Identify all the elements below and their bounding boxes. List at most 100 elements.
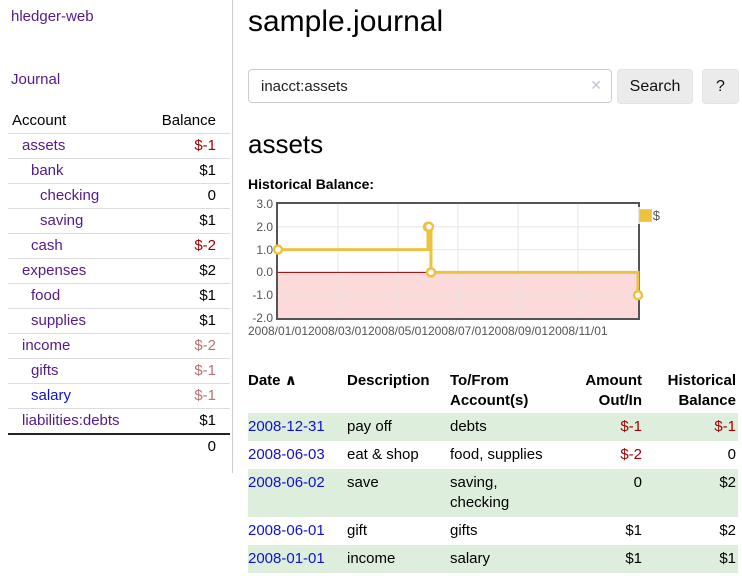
account-row: income $-2 — [8, 333, 230, 359]
transaction-row: 2008-12-31 pay off debts $-1 $-1 — [248, 413, 738, 441]
transaction-row: 2008-01-01 income salary $1 $1 — [248, 545, 738, 573]
account-link[interactable]: income — [22, 337, 71, 354]
y-axis-tick-label: 3.0 — [256, 197, 273, 211]
accounts-column-header: To/From Account(s) — [450, 372, 529, 409]
balance-chart[interactable]: $ 3.0 2.0 1.0 0.0 -1.0 -2.0 2008/01/01 2008/03/… — [247, 197, 668, 344]
main-content: sample.journal ✕ Search ? assets Histori… — [248, 0, 742, 573]
account-balance: $-2 — [145, 233, 230, 259]
account-link[interactable]: liabilities:debts — [22, 412, 120, 429]
account-row: liabilities:debts $1 — [8, 408, 230, 434]
account-balance: $1 — [145, 408, 230, 434]
transaction-balance: $2 — [719, 522, 736, 539]
balance-column-header: Balance — [161, 112, 216, 129]
transaction-date-link[interactable]: 2008-06-03 — [248, 446, 325, 463]
account-balance: $1 — [145, 283, 230, 309]
transaction-accounts: gifts — [450, 522, 478, 539]
legend-label: $ — [652, 208, 660, 223]
transaction-accounts: saving, checking — [450, 474, 510, 511]
account-row: assets $-1 — [8, 133, 230, 159]
transaction-amount: 0 — [633, 474, 642, 491]
accounts-header-row: Account Balance — [8, 109, 230, 134]
accounts-total-value: 0 — [145, 433, 230, 459]
transaction-description: pay off — [347, 418, 392, 435]
search-form: ✕ Search ? — [248, 69, 742, 104]
transaction-date-link[interactable]: 2008-12-31 — [248, 418, 325, 435]
account-row: checking 0 — [8, 183, 230, 209]
date-header-label: Date — [248, 372, 281, 389]
date-column-header[interactable]: Date ∧ — [248, 369, 347, 413]
description-column-header: Description — [347, 372, 430, 389]
transaction-balance: $1 — [719, 550, 736, 567]
x-axis-tick-label: 2008/11/01 — [548, 324, 608, 338]
account-balance: $-1 — [145, 133, 230, 159]
transaction-row: 2008-06-01 gift gifts $1 $2 — [248, 517, 738, 545]
search-button[interactable]: Search — [617, 69, 693, 104]
account-row: saving $1 — [8, 208, 230, 234]
y-axis-tick-label: 1.0 — [256, 242, 273, 257]
account-row: cash $-2 — [8, 233, 230, 259]
chart-title: Historical Balance: — [248, 176, 375, 192]
transaction-date-link[interactable]: 2008-01-01 — [248, 550, 325, 567]
chart-legend: $ — [636, 207, 662, 224]
account-row: food $1 — [8, 283, 230, 309]
account-balance: $-1 — [145, 383, 230, 409]
account-link[interactable]: salary — [31, 387, 72, 404]
y-axis-tick-label: -1.0 — [252, 288, 273, 303]
transaction-balance: $-1 — [714, 418, 736, 435]
app-title-link[interactable]: hledger-web — [11, 8, 94, 25]
account-link[interactable]: food — [31, 287, 61, 304]
transactions-header-row: Date ∧ Description To/From Account(s) Am… — [248, 369, 738, 413]
transaction-amount: $1 — [625, 522, 642, 539]
account-balance: $2 — [145, 258, 230, 284]
transaction-date-link[interactable]: 2008-06-02 — [248, 474, 325, 491]
account-row: salary $-1 — [8, 383, 230, 409]
account-link[interactable]: bank — [31, 162, 64, 179]
account-balance: $-1 — [145, 358, 230, 384]
transaction-row: 2008-06-02 save saving, checking 0 $2 — [248, 469, 738, 517]
account-link[interactable]: checking — [40, 187, 100, 204]
transaction-amount: $1 — [625, 550, 642, 567]
transaction-description: gift — [347, 522, 368, 539]
sort-ascending-icon: ∧ — [284, 372, 297, 389]
y-axis-tick-label: -2.0 — [252, 311, 273, 325]
legend-swatch-icon — [638, 209, 652, 222]
account-heading: assets — [248, 129, 324, 159]
transaction-date-link[interactable]: 2008-06-01 — [248, 522, 325, 539]
account-link[interactable]: saving — [40, 212, 84, 229]
transaction-description: save — [347, 474, 379, 491]
journal-nav-link[interactable]: Journal — [11, 71, 61, 88]
account-column-header: Account — [12, 112, 67, 129]
account-balance: $-2 — [145, 333, 230, 359]
balance-column-header: Historical Balance — [667, 372, 736, 409]
search-box: ✕ — [248, 69, 612, 104]
search-input[interactable] — [248, 69, 612, 103]
accounts-table: Account Balance assets $-1 bank $1 checking 0… — [8, 109, 230, 459]
transaction-description: eat & shop — [347, 446, 419, 463]
y-axis-tick-label: 0.0 — [256, 265, 273, 280]
account-link[interactable]: expenses — [22, 262, 87, 279]
sidebar: hledger-web Journal Account Balance asse… — [0, 0, 233, 473]
x-axis-tick-label: 2008/05/01 — [367, 324, 429, 338]
help-button[interactable]: ? — [702, 69, 739, 104]
account-link[interactable]: cash — [31, 237, 63, 254]
page-title: sample.journal — [248, 5, 444, 38]
account-link[interactable]: supplies — [31, 312, 87, 329]
transaction-accounts: debts — [450, 418, 487, 435]
transaction-accounts: salary — [450, 550, 491, 567]
transaction-row: 2008-06-03 eat & shop food, supplies $-2 0 — [248, 441, 738, 469]
account-link[interactable]: gifts — [31, 362, 59, 379]
accounts-total-row: 0 — [8, 433, 230, 459]
x-axis-tick-label: 2008/07/01 — [427, 324, 489, 338]
clear-search-icon[interactable]: ✕ — [590, 77, 602, 93]
account-balance: $1 — [145, 208, 230, 234]
account-balance: 0 — [145, 183, 230, 209]
account-balance: $1 — [145, 308, 230, 334]
account-row: gifts $-1 — [8, 358, 230, 384]
account-row: supplies $1 — [8, 308, 230, 334]
account-row: expenses $2 — [8, 258, 230, 284]
account-link[interactable]: assets — [22, 137, 66, 154]
x-axis-tick-label: 2008/01/01 — [247, 324, 309, 338]
chart-plot-area[interactable] — [272, 202, 644, 320]
transaction-description: income — [347, 550, 396, 567]
transaction-balance: $2 — [719, 474, 736, 491]
